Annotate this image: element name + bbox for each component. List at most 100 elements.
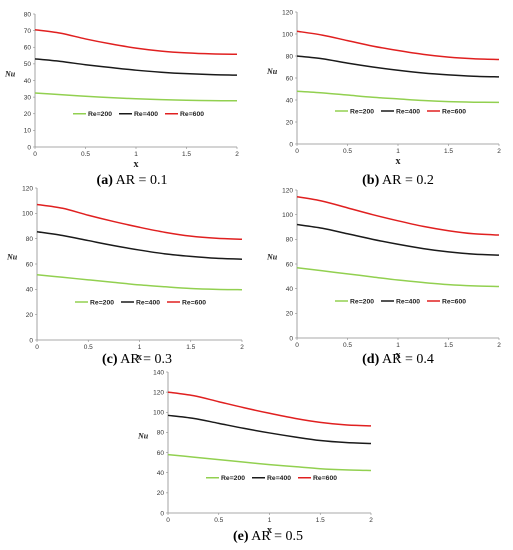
y-tick-label: 40 — [24, 78, 32, 85]
panel-caption-text: AR = 0.4 — [379, 352, 434, 367]
x-tick-label: 2 — [235, 151, 239, 158]
chart-panel-2: 0 20 40 60 80 100 120 0 0.5 1 1.5 2 x Nu Re=200 Re=400 R… — [266, 9, 501, 188]
y-tick-label: 20 — [26, 312, 34, 319]
series-line-re-200 — [296, 90, 500, 104]
x-tick-label: 1.5 — [186, 344, 195, 351]
chart-panel-1: 0 10 20 30 40 50 60 70 80 0 0.5 1 1.5 2 x Nu Re=200 Re=40… — [4, 11, 239, 188]
legend-item: Re=400 — [252, 475, 291, 482]
series-line-re-600 — [296, 196, 500, 236]
legend-item: Re=600 — [167, 299, 206, 306]
x-tick-label: 0 — [295, 148, 299, 155]
legend-label: Re=400 — [396, 298, 420, 305]
legend-label: Re=600 — [182, 299, 206, 306]
x-tick-label: 0.5 — [343, 148, 352, 155]
series-line-re-600 — [36, 203, 243, 241]
y-tick-label: 40 — [157, 470, 165, 477]
legend-item: Re=200 — [335, 298, 374, 305]
series-line-re-400 — [167, 414, 372, 445]
legend-label: Re=200 — [350, 298, 374, 305]
y-tick-label: 60 — [26, 261, 34, 268]
x-tick-label: 1 — [138, 344, 142, 351]
x-tick-label: 1.5 — [182, 151, 191, 158]
x-axis-label: x — [134, 159, 139, 170]
panel-caption-text: AR = 0.1 — [113, 173, 168, 188]
panel-caption-text: AR = 0.3 — [117, 352, 172, 367]
panel-caption-text: AR = 0.2 — [379, 173, 434, 188]
y-tick-label: 0 — [160, 510, 164, 517]
y-tick-label: 0 — [29, 337, 33, 344]
panel-caption: (e) AR = 0.5 — [233, 529, 303, 544]
legend-item: Re=600 — [427, 108, 466, 115]
legend-label: Re=600 — [442, 108, 466, 115]
series-line-re-400 — [296, 55, 500, 78]
legend-item: Re=200 — [75, 299, 114, 306]
y-tick-label: 40 — [286, 286, 294, 293]
x-tick-label: 0 — [35, 344, 39, 351]
series-line-re-600 — [296, 30, 500, 61]
x-tick-label: 1.5 — [316, 517, 325, 524]
x-tick-label: 0.5 — [343, 342, 352, 349]
y-tick-label: 100 — [282, 212, 293, 219]
panel-caption-letter: (d) — [362, 352, 379, 367]
legend-item: Re=400 — [381, 298, 420, 305]
y-tick-label: 0 — [27, 144, 31, 151]
legend-item: Re=200 — [73, 111, 112, 118]
x-tick-label: 1 — [396, 342, 400, 349]
legend-item: Re=400 — [381, 108, 420, 115]
y-tick-label: 60 — [286, 75, 294, 82]
y-tick-label: 80 — [26, 236, 34, 243]
legend-label: Re=600 — [313, 475, 337, 482]
x-axis-label: x — [396, 156, 401, 167]
y-axis-label: Nu — [266, 253, 278, 262]
x-tick-label: 1 — [268, 517, 272, 524]
panel-caption: (b) AR = 0.2 — [362, 173, 434, 188]
x-axis-label: x — [137, 352, 142, 363]
y-tick-label: 60 — [24, 45, 32, 52]
panel-caption-letter: (b) — [362, 173, 379, 188]
legend-item: Re=600 — [427, 298, 466, 305]
y-tick-label: 50 — [24, 61, 32, 68]
x-axis-label: x — [267, 525, 272, 536]
x-tick-label: 2 — [369, 517, 373, 524]
x-tick-label: 2 — [240, 344, 244, 351]
y-axis-label: Nu — [6, 252, 18, 261]
x-tick-label: 0.5 — [81, 151, 90, 158]
y-tick-label: 20 — [286, 119, 294, 126]
x-tick-label: 0 — [166, 517, 170, 524]
x-tick-label: 0.5 — [214, 517, 223, 524]
x-tick-label: 1 — [134, 151, 138, 158]
x-tick-label: 2 — [497, 342, 501, 349]
y-tick-label: 40 — [26, 287, 34, 294]
series-line-re-200 — [36, 274, 243, 291]
y-tick-label: 60 — [157, 450, 165, 457]
series-line-re-400 — [296, 223, 500, 256]
y-tick-label: 20 — [24, 111, 32, 118]
y-tick-label: 70 — [24, 28, 32, 35]
panel-caption: (c) AR = 0.3 — [102, 352, 172, 367]
x-tick-label: 0.5 — [84, 344, 93, 351]
legend-item: Re=400 — [121, 299, 160, 306]
y-tick-label: 80 — [286, 53, 294, 60]
y-tick-label: 20 — [157, 490, 165, 497]
panel-caption: (a) AR = 0.1 — [97, 173, 168, 188]
legend-item: Re=600 — [165, 111, 204, 118]
legend-label: Re=400 — [136, 299, 160, 306]
y-tick-label: 100 — [282, 31, 293, 38]
x-tick-label: 0 — [295, 342, 299, 349]
x-tick-label: 1.5 — [444, 148, 453, 155]
y-tick-label: 140 — [153, 369, 164, 376]
y-tick-label: 60 — [286, 261, 294, 268]
y-tick-label: 80 — [286, 237, 294, 244]
legend-label: Re=400 — [134, 111, 158, 118]
y-tick-label: 30 — [24, 94, 32, 101]
series-line-re-200 — [296, 266, 500, 288]
legend-label: Re=200 — [350, 108, 374, 115]
y-tick-label: 40 — [286, 97, 294, 104]
y-axis-label: Nu — [137, 431, 149, 440]
chart-panel-3: 0 20 40 60 80 100 120 0 0.5 1 1.5 2 x Nu Re=200 Re=400 R… — [6, 185, 244, 367]
y-axis-label: Nu — [266, 67, 278, 76]
panel-caption-letter: (a) — [97, 173, 114, 188]
y-tick-label: 10 — [24, 128, 32, 135]
series-line-re-200 — [34, 92, 238, 102]
